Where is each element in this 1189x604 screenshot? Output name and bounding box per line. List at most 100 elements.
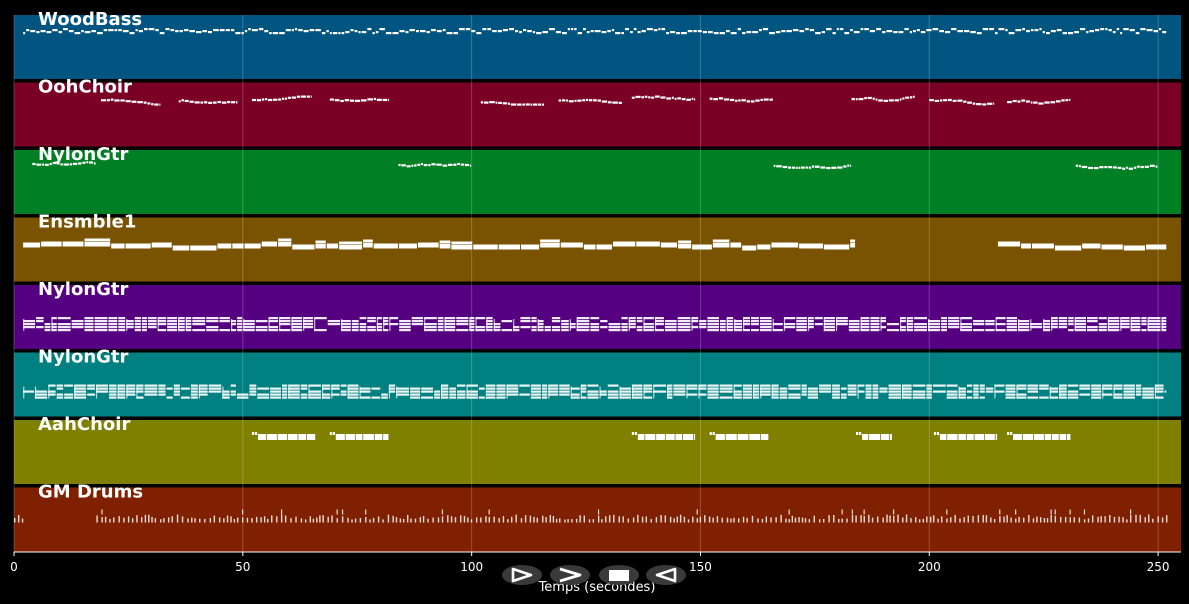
note [268,329,279,332]
note [859,432,862,435]
note [530,396,541,399]
note [244,30,248,33]
note [967,101,972,104]
note [198,384,208,387]
stop-button[interactable] [599,565,639,585]
note [813,515,815,523]
note [347,384,359,387]
note [786,30,792,33]
note [871,517,874,523]
note [1059,386,1061,399]
note [720,323,726,326]
track-notes [32,161,1158,170]
note [1118,516,1120,523]
note [136,396,144,399]
note [374,434,383,440]
note [934,99,940,103]
control-background[interactable] [550,565,590,585]
note [351,519,353,523]
note [340,390,347,393]
note [475,326,486,329]
note [1130,509,1132,515]
note [1107,323,1120,326]
note [399,326,411,329]
note [64,396,74,399]
stop-shape [609,570,629,581]
play-icon [511,567,533,583]
note [995,434,998,440]
note [862,434,869,440]
note [576,319,578,331]
note [1107,326,1120,329]
note [655,517,658,523]
note [316,517,318,523]
note [752,386,755,399]
note [160,519,162,523]
note [939,99,943,102]
note [973,387,979,390]
note [775,31,781,34]
note [551,329,561,332]
note [570,28,574,31]
note [963,100,967,103]
note [530,393,541,396]
note [832,396,840,399]
note [906,319,909,331]
note [222,396,230,399]
note [828,515,830,523]
note [576,323,590,326]
note [889,515,891,523]
note [84,323,94,326]
control-background[interactable] [502,565,542,585]
note [475,329,486,332]
note [303,323,314,326]
note [601,31,607,34]
note [1027,390,1039,393]
note [771,386,773,399]
note [434,390,440,393]
note [424,317,437,320]
note [256,99,262,102]
note [807,326,814,329]
rewind-button[interactable] [646,565,686,585]
control-background[interactable] [646,565,686,585]
note [321,387,331,390]
note [447,515,449,523]
note [807,390,818,393]
note [282,396,288,399]
note [531,326,537,329]
note [889,434,892,440]
note [872,384,879,387]
note [109,396,117,399]
note [57,329,71,332]
note [916,29,920,32]
note [326,243,339,249]
note [341,323,351,326]
note [44,163,49,166]
note [23,390,34,393]
note [676,32,680,35]
note [540,242,560,248]
fast-forward-button[interactable] [550,565,590,585]
note [108,323,118,326]
note [117,384,126,387]
note [1067,396,1079,399]
note [699,320,707,323]
note [1010,432,1013,435]
note [734,320,743,323]
note [365,509,367,515]
note [492,30,497,33]
note [341,329,351,332]
note [117,386,119,399]
note [628,319,630,331]
note [198,386,200,399]
note [480,101,484,104]
note [712,517,714,523]
note [1123,387,1135,390]
note [1067,393,1079,396]
play-button[interactable] [502,565,542,585]
note [1015,29,1022,32]
note [636,241,660,247]
note [750,100,755,103]
note [502,29,509,32]
